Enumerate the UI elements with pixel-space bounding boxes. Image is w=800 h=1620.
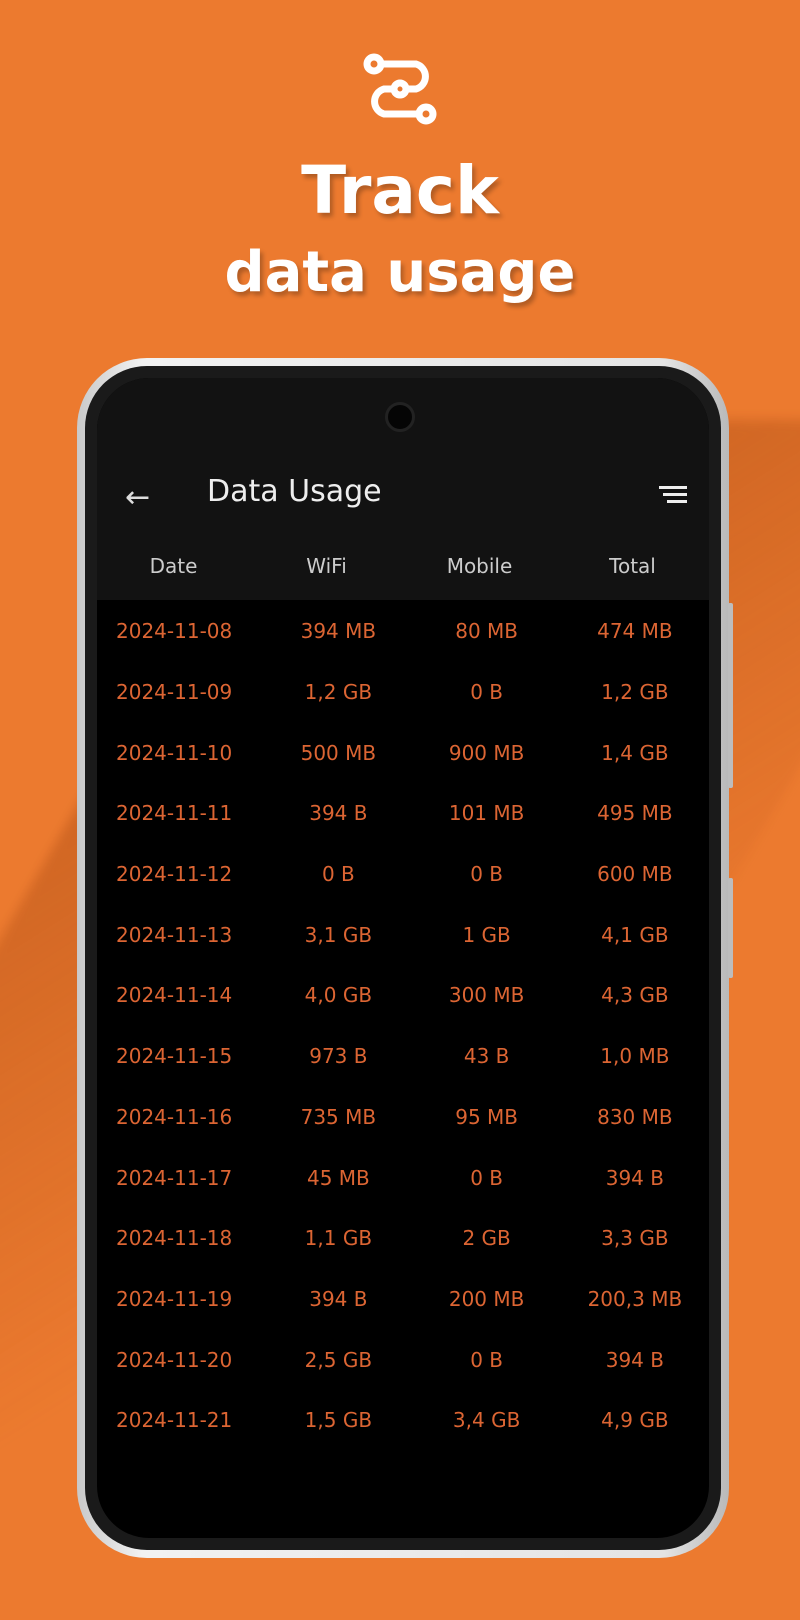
cell-total: 830 MB <box>597 1104 673 1129</box>
table-row[interactable]: 2024-11-18 1,1 GB 2 GB 3,3 GB <box>97 1208 709 1269</box>
cell-total: 1,2 GB <box>601 680 669 705</box>
cell-date: 2024-11-18 <box>116 1226 233 1251</box>
cell-date: 2024-11-10 <box>116 740 233 765</box>
cell-wifi: 0 B <box>321 862 355 887</box>
promo-subtitle: data usage <box>224 240 576 305</box>
cell-date: 2024-11-21 <box>116 1408 233 1433</box>
cell-date: 2024-11-14 <box>116 983 233 1008</box>
cell-total: 4,1 GB <box>601 922 669 947</box>
column-header-date[interactable]: Date <box>149 554 198 578</box>
app-screen: ← Data Usage Date WiFi Mobile Total 2024-11… <box>97 378 709 1538</box>
cell-mobile: 200 MB <box>448 1286 525 1311</box>
cell-total: 200,3 MB <box>587 1286 683 1311</box>
sort-icon[interactable] <box>659 486 687 507</box>
cell-total: 474 MB <box>597 619 673 644</box>
cell-mobile: 101 MB <box>448 801 525 826</box>
power-button <box>728 878 733 978</box>
table-row[interactable]: 2024-11-10 500 MB 900 MB 1,4 GB <box>97 722 709 783</box>
camera-icon <box>385 402 415 432</box>
cell-wifi: 394 B <box>309 801 368 826</box>
column-header-total[interactable]: Total <box>609 554 656 578</box>
cell-wifi: 394 MB <box>300 619 377 644</box>
cell-mobile: 300 MB <box>448 983 525 1008</box>
table-row[interactable]: 2024-11-15 973 B 43 B 1,0 MB <box>97 1026 709 1087</box>
cell-total: 1,4 GB <box>601 740 669 765</box>
table-row[interactable]: 2024-11-11 394 B 101 MB 495 MB <box>97 783 709 844</box>
table-row[interactable]: 2024-11-17 45 MB 0 B 394 B <box>97 1147 709 1208</box>
cell-total: 4,9 GB <box>601 1408 669 1433</box>
column-header-wifi[interactable]: WiFi <box>306 554 347 578</box>
app-header: ← Data Usage Date WiFi Mobile Total <box>97 378 709 600</box>
table-header: Date WiFi Mobile Total <box>97 554 709 578</box>
cell-date: 2024-11-17 <box>116 1165 233 1190</box>
phone-frame: ← Data Usage Date WiFi Mobile Total 2024-11… <box>77 358 733 1558</box>
cell-wifi: 45 MB <box>306 1165 370 1190</box>
cell-date: 2024-11-13 <box>116 922 233 947</box>
table-row[interactable]: 2024-11-20 2,5 GB 0 B 394 B <box>97 1329 709 1390</box>
cell-date: 2024-11-11 <box>116 801 233 826</box>
table-row[interactable]: 2024-11-09 1,2 GB 0 B 1,2 GB <box>97 662 709 723</box>
table-row[interactable]: 2024-11-16 735 MB 95 MB 830 MB <box>97 1087 709 1148</box>
route-icon <box>363 53 437 125</box>
cell-wifi: 500 MB <box>300 740 377 765</box>
cell-date: 2024-11-08 <box>116 619 233 644</box>
cell-wifi: 3,1 GB <box>304 922 373 947</box>
cell-mobile: 1 GB <box>462 922 511 947</box>
cell-mobile: 0 B <box>470 1165 504 1190</box>
table-row[interactable]: 2024-11-08 394 MB 80 MB 474 MB <box>97 601 709 662</box>
cell-date: 2024-11-16 <box>116 1104 233 1129</box>
cell-wifi: 4,0 GB <box>304 983 373 1008</box>
cell-mobile: 0 B <box>470 680 504 705</box>
cell-mobile: 2 GB <box>462 1226 511 1251</box>
table-row[interactable]: 2024-11-12 0 B 0 B 600 MB <box>97 844 709 905</box>
cell-wifi: 1,5 GB <box>304 1408 373 1433</box>
usage-table: 2024-11-08 394 MB 80 MB 474 MB 2024-11-09 1,2… <box>97 600 709 1451</box>
cell-mobile: 0 B <box>470 1347 504 1372</box>
cell-wifi: 1,1 GB <box>304 1226 373 1251</box>
cell-total: 4,3 GB <box>601 983 669 1008</box>
cell-mobile: 900 MB <box>448 740 525 765</box>
arrow-left-icon[interactable]: ← <box>125 480 151 515</box>
table-row[interactable]: 2024-11-13 3,1 GB 1 GB 4,1 GB <box>97 904 709 965</box>
cell-total: 600 MB <box>597 862 673 887</box>
cell-date: 2024-11-09 <box>116 680 233 705</box>
cell-mobile: 3,4 GB <box>452 1408 521 1433</box>
page-title: Data Usage <box>207 474 382 509</box>
cell-total: 3,3 GB <box>601 1226 669 1251</box>
table-row[interactable]: 2024-11-19 394 B 200 MB 200,3 MB <box>97 1269 709 1330</box>
volume-button <box>728 603 733 788</box>
cell-wifi: 735 MB <box>300 1104 377 1129</box>
cell-date: 2024-11-15 <box>116 1044 233 1069</box>
cell-total: 394 B <box>605 1165 664 1190</box>
cell-date: 2024-11-12 <box>116 862 233 887</box>
cell-total: 1,0 MB <box>600 1044 670 1069</box>
cell-wifi: 1,2 GB <box>304 680 373 705</box>
cell-wifi: 973 B <box>309 1044 368 1069</box>
cell-total: 394 B <box>605 1347 664 1372</box>
column-header-mobile[interactable]: Mobile <box>446 554 513 578</box>
table-row[interactable]: 2024-11-21 1,5 GB 3,4 GB 4,9 GB <box>97 1390 709 1451</box>
cell-date: 2024-11-20 <box>116 1347 233 1372</box>
cell-mobile: 0 B <box>470 862 504 887</box>
cell-total: 495 MB <box>597 801 673 826</box>
table-row[interactable]: 2024-11-14 4,0 GB 300 MB 4,3 GB <box>97 965 709 1026</box>
cell-mobile: 43 B <box>463 1044 510 1069</box>
cell-mobile: 95 MB <box>455 1104 519 1129</box>
cell-wifi: 2,5 GB <box>304 1347 373 1372</box>
cell-wifi: 394 B <box>309 1286 368 1311</box>
promo-title: Track <box>301 152 499 229</box>
cell-date: 2024-11-19 <box>116 1286 233 1311</box>
cell-mobile: 80 MB <box>455 619 519 644</box>
